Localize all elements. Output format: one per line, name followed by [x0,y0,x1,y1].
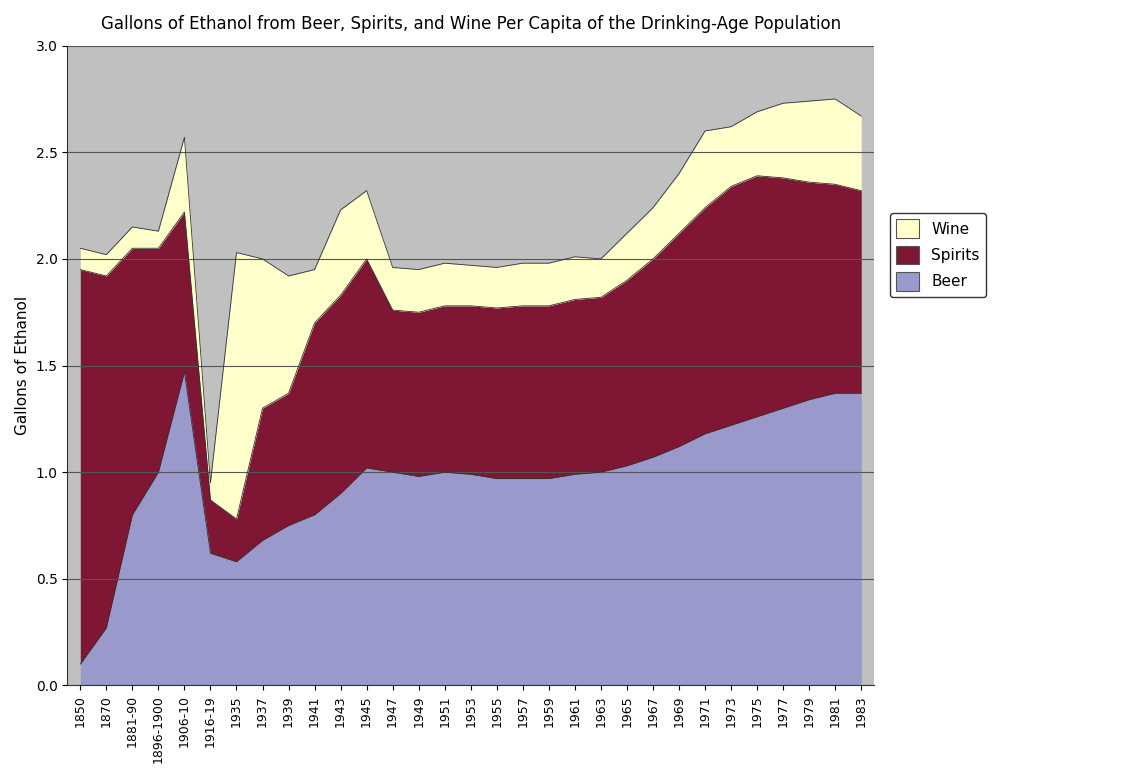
Title: Gallons of Ethanol from Beer, Spirits, and Wine Per Capita of the Drinking-Age P: Gallons of Ethanol from Beer, Spirits, a… [100,15,841,33]
Y-axis label: Gallons of Ethanol: Gallons of Ethanol [15,296,30,435]
Legend: Wine, Spirits, Beer: Wine, Spirits, Beer [890,213,986,296]
